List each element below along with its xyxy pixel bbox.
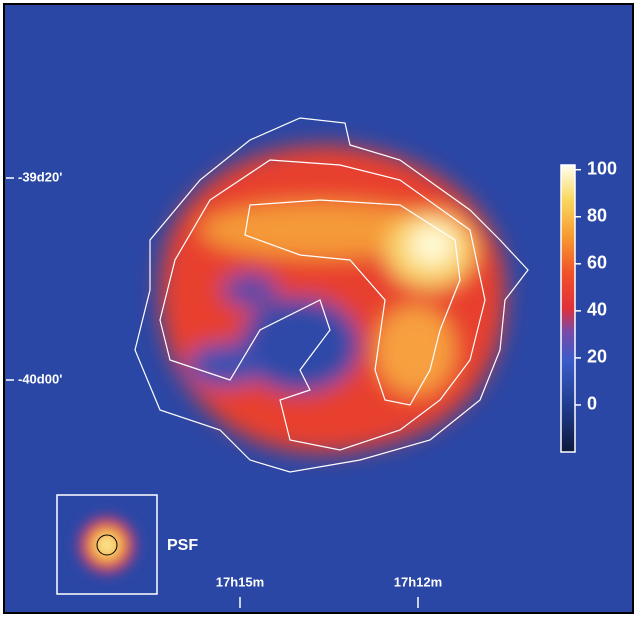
contours bbox=[134, 117, 529, 473]
psf-circle bbox=[96, 534, 118, 556]
colorbar-tick-label: 80 bbox=[587, 206, 607, 226]
ra-label: 17h12m bbox=[394, 574, 442, 589]
remnant-emission bbox=[160, 145, 506, 454]
colorbar-tick-label: 60 bbox=[587, 253, 607, 273]
psf-spot bbox=[75, 513, 139, 577]
psf-inset bbox=[56, 494, 158, 595]
colorbar-tick-label: 0 bbox=[587, 394, 597, 414]
psf-label: PSF bbox=[167, 537, 198, 554]
colorbar-tick-label: 100 bbox=[587, 158, 617, 178]
annotations: 0 20 40 60 80 100 -39d20' -40d00' 17h15m 17h12m bbox=[6, 158, 617, 608]
colorbar bbox=[560, 164, 576, 453]
dec-label: -40d00' bbox=[18, 371, 62, 386]
colorbar-tick-label: 40 bbox=[587, 300, 607, 320]
colorbar-tick-label: 20 bbox=[587, 347, 607, 367]
ra-label: 17h15m bbox=[216, 574, 264, 589]
dec-label: -39d20' bbox=[18, 169, 62, 184]
